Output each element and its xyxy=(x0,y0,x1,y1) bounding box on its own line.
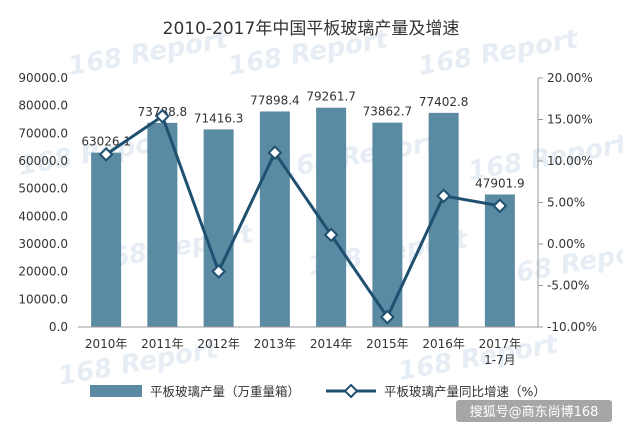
x-tick-label: 2017年 1-7月 xyxy=(479,337,522,367)
y-left-tick-label: 90000.0 xyxy=(18,71,68,85)
growth-point xyxy=(98,146,114,162)
y-right-tick-label: -5.00% xyxy=(547,279,589,293)
y-left-tick-label: 0.0 xyxy=(49,320,68,334)
growth-point xyxy=(379,309,395,325)
growth-point xyxy=(154,108,170,124)
y-left-tick-label: 80000.0 xyxy=(18,99,68,113)
y-right-tick-label: 15.00% xyxy=(547,113,593,127)
bar xyxy=(91,152,122,327)
bar-value-label: 73862.7 xyxy=(363,105,413,119)
growth-line xyxy=(105,114,501,319)
x-tick-label: 2010年 xyxy=(85,337,128,351)
bar-value-label: 77402.8 xyxy=(419,95,469,109)
line-series xyxy=(98,108,508,325)
chart-title: 2010-2017年中国平板玻璃产量及增速 xyxy=(163,19,460,39)
bar xyxy=(484,194,515,327)
bar xyxy=(259,111,290,327)
y-right-tick-label: 10.00% xyxy=(547,154,593,168)
growth-point xyxy=(211,263,227,279)
credit-text: 搜狐号@商东尚博168 xyxy=(470,405,599,420)
y-right-tick-label: 5.00% xyxy=(547,196,585,210)
x-tick-label: 2013年 xyxy=(254,337,297,351)
legend-bar-swatch xyxy=(90,385,142,397)
y-left-tick-label: 30000.0 xyxy=(18,237,68,251)
x-tick-label: 2015年 xyxy=(366,337,409,351)
legend-bar-label: 平板玻璃产量（万重量箱） xyxy=(150,384,300,399)
legend-line-label: 平板玻璃产量同比增速（%） xyxy=(384,384,546,399)
y-left-tick-label: 10000.0 xyxy=(18,292,68,306)
x-axis-ticks: 2010年 2011年 2012年 2013年 2014年 2015年 2016年 2017年… xyxy=(78,326,538,367)
x-tick-label: 2014年 xyxy=(310,337,353,351)
y-left-tick-label: 50000.0 xyxy=(18,182,68,196)
y-left-tick-label: 20000.0 xyxy=(18,265,68,279)
y-right-tick-label: -10.00% xyxy=(547,320,597,334)
y-right-tick-label: 0.00% xyxy=(547,237,585,251)
legend-line-marker xyxy=(343,383,359,399)
bar xyxy=(316,107,347,328)
growth-point xyxy=(436,188,452,204)
x-tick-label: 2016年 xyxy=(422,337,465,351)
x-tick-label: 2012年 xyxy=(197,337,240,351)
left-axis: 0.0 10000.0 20000.0 30000.0 40000.0 50000.0 60… xyxy=(18,71,68,334)
bar-series xyxy=(91,107,515,328)
bar-value-label: 77898.4 xyxy=(250,93,300,107)
bar-value-label: 71416.3 xyxy=(194,111,244,125)
credit-background xyxy=(456,400,612,422)
y-left-tick-label: 70000.0 xyxy=(18,126,68,140)
growth-point xyxy=(267,145,283,161)
credit-badge: 搜狐号@商东尚博168 xyxy=(456,400,612,422)
x-tick-label: 2011年 xyxy=(141,337,184,351)
y-left-tick-label: 40000.0 xyxy=(18,209,68,223)
growth-point xyxy=(323,227,339,243)
bar xyxy=(203,129,234,327)
y-right-tick-label: 20.00% xyxy=(547,71,593,85)
growth-point xyxy=(492,198,508,214)
bar xyxy=(147,122,178,328)
bar-value-labels: 63026.173788.871416.377898.479261.773862… xyxy=(81,90,524,191)
bar-value-label: 79261.7 xyxy=(306,90,356,104)
watermark-text: 168 Report xyxy=(276,127,442,185)
legend: 平板玻璃产量（万重量箱） 平板玻璃产量同比增速（%） xyxy=(90,383,546,399)
right-axis: -10.00% -5.00% 0.00% 5.00% 10.00% 15.00% 20.00… xyxy=(537,71,597,334)
bar-value-label: 47901.9 xyxy=(475,176,525,190)
y-left-tick-label: 60000.0 xyxy=(18,154,68,168)
